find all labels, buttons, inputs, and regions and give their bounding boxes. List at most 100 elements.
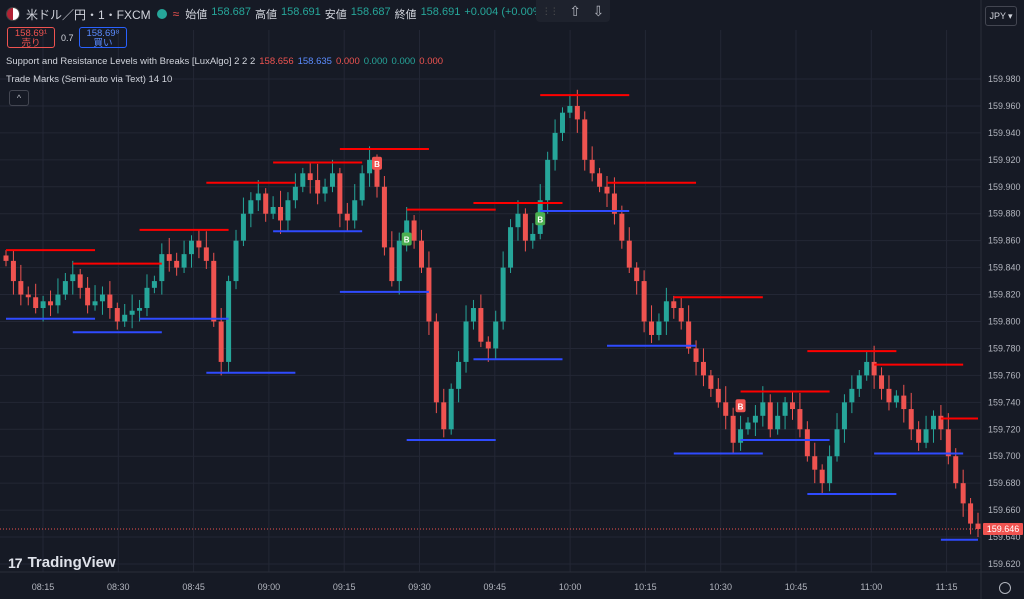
candle-body	[292, 186, 298, 201]
candle-body	[559, 112, 565, 133]
candle-body	[834, 429, 840, 457]
currency-label: JPY	[989, 11, 1006, 21]
candle-body	[62, 281, 68, 295]
candle-body	[55, 294, 61, 306]
buy-button[interactable]: 158.69⁸ 買い	[79, 27, 127, 49]
high-value: 158.691	[281, 6, 321, 18]
spread-value: 0.7	[61, 32, 74, 43]
price-tick-label: 159.680	[988, 478, 1021, 488]
candle-body	[767, 402, 773, 430]
price-tick-label: 159.700	[988, 451, 1021, 461]
candle-body	[545, 159, 551, 201]
candle-body	[686, 321, 692, 349]
arrow-up-icon[interactable]: ⇧	[569, 2, 581, 19]
indicator-1-value-6: 0.000	[419, 56, 444, 67]
drag-handle-icon[interactable]: ⋮⋮	[541, 5, 559, 16]
candle-body	[426, 267, 432, 322]
market-status-icon[interactable]	[156, 9, 167, 19]
candle-body	[315, 180, 321, 194]
candle-body	[77, 274, 83, 288]
candle-body	[48, 301, 54, 306]
candle-body	[99, 294, 105, 302]
candle-body	[3, 255, 9, 261]
candle-body	[263, 193, 269, 214]
candle-body	[307, 173, 313, 181]
candle-body	[693, 348, 699, 362]
candle-body	[18, 281, 24, 295]
candle-body	[797, 409, 803, 430]
candle-body	[211, 260, 217, 322]
price-tick-label: 159.960	[988, 101, 1021, 111]
candle-body	[582, 119, 588, 160]
candle-body	[886, 388, 892, 403]
time-tick-label: 10:00	[559, 582, 582, 592]
candle-body	[849, 388, 855, 403]
tradingview-mark-icon: 17	[8, 554, 23, 571]
candle-body	[634, 267, 640, 282]
candle-body	[782, 402, 788, 416]
candle-body	[144, 287, 150, 309]
indicator-1-value-3: 0.000	[335, 56, 360, 67]
floating-toolbar[interactable]: ⋮⋮ ⇧ ⇩	[536, 0, 610, 22]
settings-icon[interactable]	[999, 582, 1011, 594]
candle-body	[649, 321, 655, 335]
indicator-legend-1[interactable]: Support and Resistance Levels with Break…	[6, 56, 443, 67]
candle-body	[723, 402, 729, 416]
candle-body	[812, 456, 818, 470]
candle-body	[908, 409, 914, 430]
symbol-name[interactable]: 米ドル／円・1・FXCM	[26, 7, 151, 22]
time-tick-label: 09:15	[333, 582, 356, 592]
candle-body	[700, 361, 706, 376]
indicator-1-name: Support and Resistance Levels with Break…	[6, 56, 256, 67]
candle-body	[367, 159, 373, 174]
currency-button[interactable]: JPY ▾	[985, 6, 1017, 26]
candle-body	[715, 388, 721, 403]
candle-body	[218, 321, 224, 362]
candle-body	[470, 308, 476, 322]
candle-body	[129, 310, 135, 315]
candle-body	[419, 240, 425, 268]
candle-body	[278, 206, 284, 221]
candle-body	[856, 375, 862, 389]
last-price-badge	[983, 522, 1023, 535]
chevron-down-icon: ▾	[1007, 10, 1013, 21]
break-signal-label: B	[374, 160, 380, 169]
candle-body	[10, 260, 16, 282]
candle-body	[411, 220, 417, 241]
time-tick-label: 08:45	[182, 582, 205, 592]
candle-body	[619, 213, 625, 241]
buy-price: 158.69⁸	[86, 28, 120, 39]
candle-body	[285, 200, 291, 221]
candle-body	[945, 429, 951, 457]
sell-button[interactable]: 158.69¹ 売り	[7, 27, 55, 49]
indicator-legend-2[interactable]: Trade Marks (Semi-auto via Text) 14 10	[6, 74, 173, 85]
arrow-down-icon[interactable]: ⇩	[592, 2, 605, 19]
price-tick-label: 159.840	[988, 263, 1021, 273]
candle-body	[522, 213, 528, 241]
candle-body	[879, 375, 885, 389]
candle-body	[300, 173, 306, 187]
candle-body	[493, 321, 499, 349]
candle-body	[775, 415, 781, 430]
candle-body	[515, 213, 521, 228]
low-value: 158.687	[350, 6, 391, 18]
tradingview-logo: 17 TradingView	[8, 554, 116, 571]
price-tick-label: 159.860	[988, 236, 1021, 246]
collapse-legend-icon[interactable]: ^	[9, 90, 29, 106]
price-tick-label: 159.720	[988, 424, 1021, 434]
candle-body	[114, 308, 120, 322]
candle-body	[745, 422, 751, 430]
break-signal-marker	[735, 399, 746, 413]
compare-icon[interactable]: ≈	[172, 7, 180, 21]
open-value: 158.687	[211, 6, 252, 18]
candle-body	[92, 301, 98, 306]
close-label: 終値	[394, 9, 417, 21]
open-label: 始値	[185, 9, 208, 21]
brand-name: TradingView	[27, 554, 116, 571]
candle-body	[827, 456, 833, 484]
candle-body	[337, 173, 343, 214]
candle-body	[508, 227, 514, 268]
candle-body	[893, 395, 899, 403]
candle-body	[871, 361, 877, 376]
